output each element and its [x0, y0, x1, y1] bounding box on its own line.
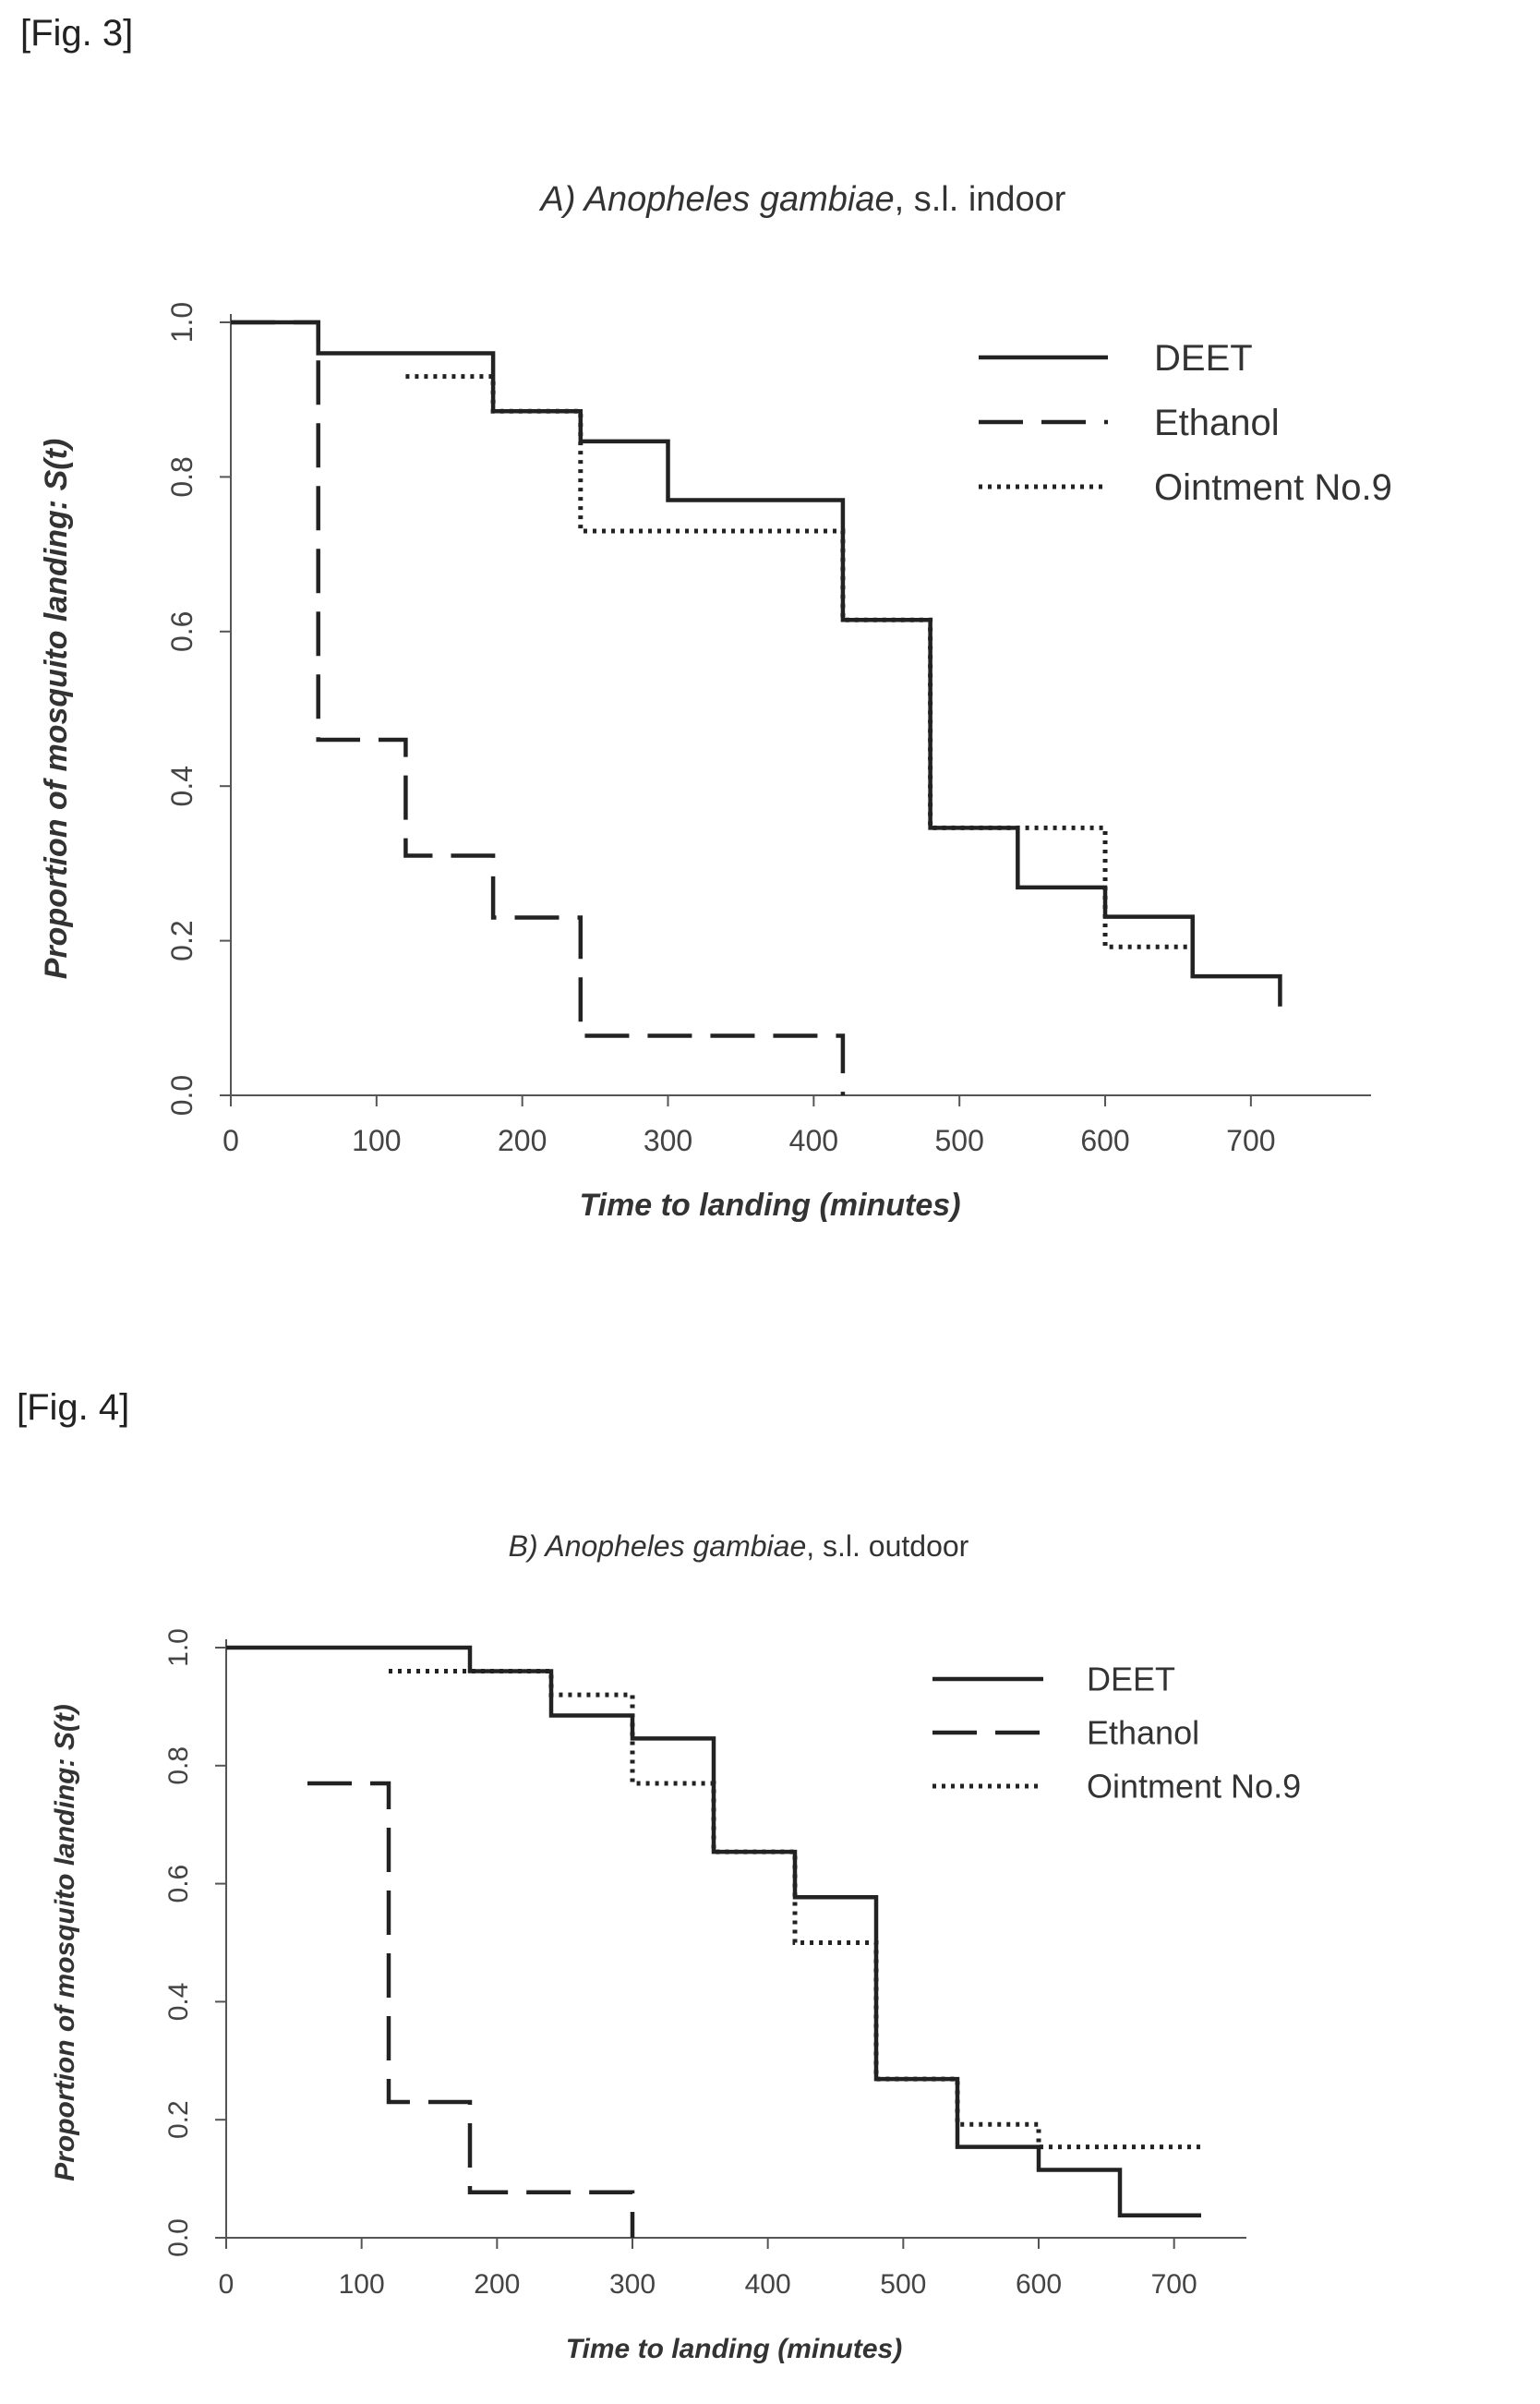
- x-tick-label: 500: [934, 1124, 983, 1157]
- x-axis-label: Time to landing (minutes): [579, 1188, 960, 1223]
- x-tick-label: 100: [339, 2269, 385, 2300]
- legend-label: DEET: [1087, 1661, 1175, 1698]
- legend-label: DEET: [1154, 338, 1253, 379]
- y-tick-label: 1.0: [165, 302, 199, 343]
- x-tick-label: 0: [223, 1124, 239, 1157]
- legend-label: Ethanol: [1087, 1714, 1199, 1752]
- chart-title-setting: , s.l. indoor: [895, 180, 1066, 219]
- x-tick-label: 0: [219, 2269, 235, 2300]
- x-tick-label: 500: [880, 2269, 926, 2300]
- legend-label: Ointment No.9: [1154, 467, 1392, 508]
- y-axis-label: Proportion of mosquito landing: S(t): [39, 439, 74, 979]
- legend-label: Ethanol: [1154, 403, 1280, 443]
- x-axis-label: Time to landing (minutes): [566, 2334, 902, 2364]
- survival-chart-indoor: A) Anopheles gambiae, s.l. indoor 0 100 200…: [39, 180, 1392, 1223]
- x-tick-label: 700: [1151, 2269, 1197, 2300]
- x-tick-label: 400: [789, 1124, 838, 1157]
- x-tick-label: 700: [1226, 1124, 1275, 1157]
- chart-title-species: A) Anopheles gambiae: [539, 180, 895, 219]
- series-line-deet: [226, 1645, 1201, 2217]
- x-tick-label: 200: [474, 2269, 520, 2300]
- chart-title: A) Anopheles gambiae, s.l. indoor: [539, 180, 1066, 219]
- y-tick-label: 0.6: [163, 1865, 194, 1903]
- y-tick-label: 0.4: [163, 1983, 194, 2022]
- figure-3-label: [Fig. 3]: [20, 13, 134, 54]
- x-tick-label: 300: [644, 1124, 692, 1157]
- series-line-deet: [231, 320, 1282, 1007]
- y-tick-label: 0.4: [165, 766, 199, 806]
- y-tick-label: 0.8: [163, 1746, 194, 1785]
- y-axis-label: Proportion of mosquito landing: S(t): [50, 1704, 80, 2181]
- series-line-ointment-no-9: [389, 1669, 1201, 2150]
- x-tick-label: 300: [609, 2269, 656, 2300]
- x-tick-label: 100: [352, 1124, 401, 1157]
- y-tick-label: 0.0: [165, 1075, 199, 1116]
- y-tick-label: 0.6: [165, 611, 199, 652]
- legend-label: Ointment No.9: [1087, 1768, 1301, 1806]
- x-tick-label: 600: [1080, 1124, 1129, 1157]
- y-tick-label: 0.2: [165, 920, 199, 960]
- figure-4-label: [Fig. 4]: [17, 1387, 130, 1428]
- y-tick-label: 0.2: [163, 2100, 194, 2139]
- series-line-ointment-no-9: [405, 374, 1193, 949]
- x-tick-label: 200: [498, 1124, 547, 1157]
- y-tick-label: 0.8: [165, 456, 199, 497]
- chart-title: B) Anopheles gambiae, s.l. outdoor: [509, 1529, 969, 1563]
- series-line-ethanol: [307, 1781, 635, 2238]
- survival-chart-outdoor: B) Anopheles gambiae, s.l. outdoor 0 100 20…: [50, 1529, 1301, 2364]
- series-line-ethanol: [231, 320, 846, 1095]
- y-tick-label: 0.0: [163, 2218, 194, 2257]
- y-tick-label: 1.0: [163, 1628, 194, 1667]
- x-tick-label: 600: [1016, 2269, 1062, 2300]
- chart-title-setting: , s.l. outdoor: [806, 1529, 969, 1563]
- chart-title-species: B) Anopheles gambiae: [509, 1529, 807, 1563]
- x-tick-label: 400: [745, 2269, 791, 2300]
